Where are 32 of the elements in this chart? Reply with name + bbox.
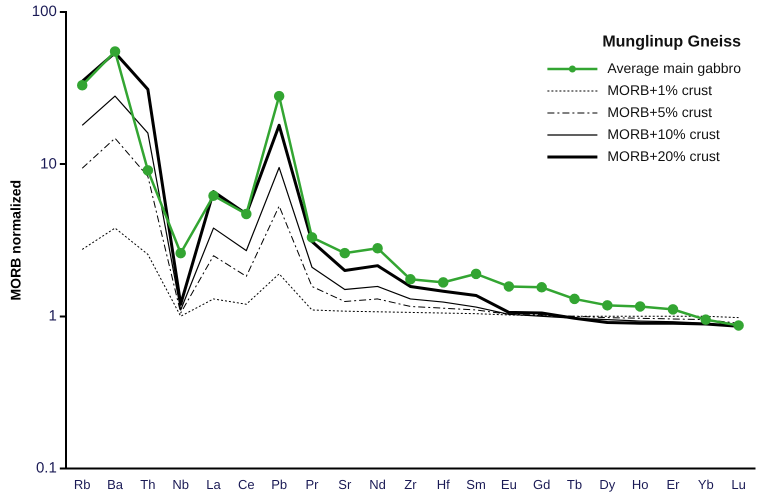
x-tick-label: Lu <box>731 476 746 492</box>
x-tick-label: Er <box>666 476 680 492</box>
legend-label: MORB+10% crust <box>607 126 720 142</box>
x-tick-label: Yb <box>698 476 714 492</box>
legend-label: MORB+20% crust <box>607 148 720 164</box>
x-tick-label: Sm <box>466 476 486 492</box>
y-tick-label: 0.1 <box>36 460 57 477</box>
x-tick-label: Gd <box>533 476 550 492</box>
x-tick-label: Rb <box>74 476 91 492</box>
legend-label: MORB+5% crust <box>607 104 712 120</box>
x-tick-label: Ba <box>107 476 124 492</box>
legend-label: MORB+1% crust <box>607 82 712 98</box>
x-tick-label: Eu <box>500 476 517 492</box>
x-tick-label: Nd <box>369 476 386 492</box>
x-tick-label: Zr <box>404 476 418 492</box>
x-tick-label: Pr <box>305 476 320 492</box>
x-tick-label: Hf <box>436 476 450 492</box>
legend-title: Munglinup Gneiss <box>602 33 742 50</box>
x-tick-label: Ho <box>632 476 648 492</box>
x-tick-label: Tb <box>566 476 582 492</box>
x-tick-label: Nb <box>172 476 189 492</box>
y-tick-label: 10 <box>40 155 57 172</box>
legend-label: Average main gabbro <box>607 60 742 76</box>
x-tick-label: Th <box>140 476 156 492</box>
x-tick-label: Pb <box>271 476 288 492</box>
x-tick-label: Ce <box>238 476 255 492</box>
x-tick-label: Dy <box>599 476 616 492</box>
y-axis-title: MORB normalized <box>7 180 24 300</box>
x-tick-label: La <box>206 476 222 492</box>
y-tick-label: 100 <box>32 3 57 20</box>
y-tick-label: 1 <box>48 307 57 324</box>
x-tick-label: Sr <box>338 476 352 492</box>
